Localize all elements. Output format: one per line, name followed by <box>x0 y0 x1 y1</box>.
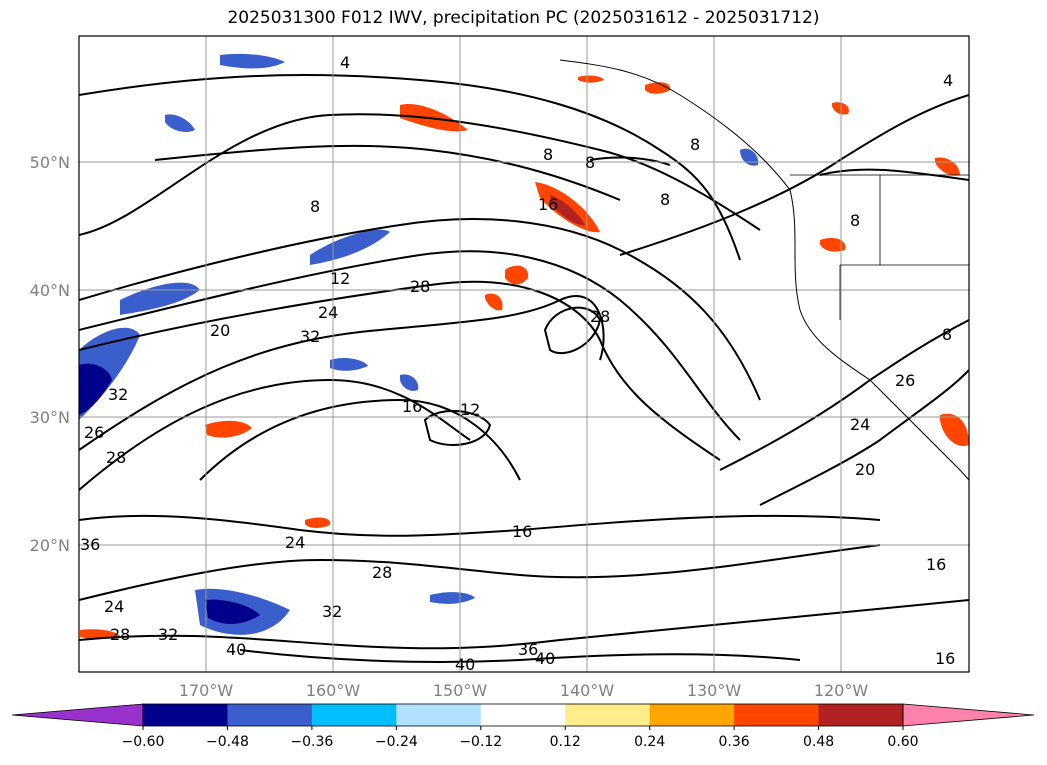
colorbar-tick-label: −0.60 <box>122 734 165 750</box>
colorbar-outline <box>142 703 904 727</box>
contour-label: 16 <box>926 555 946 574</box>
colorbar-tick-label: 0.12 <box>550 734 581 750</box>
contour-label: 28 <box>372 563 392 582</box>
colorbar-tick-label: −0.48 <box>206 734 249 750</box>
lat-label-40n: 40°N <box>30 281 70 300</box>
colorbar-segment <box>311 704 397 726</box>
contour-label: 16 <box>402 397 422 416</box>
colorbar-tick-label: 0.60 <box>887 734 918 750</box>
latitude-labels: 50°N 40°N 30°N 20°N <box>30 153 70 555</box>
colorbar-segments <box>11 703 1035 727</box>
contour-label: 28 <box>110 625 130 644</box>
colorbar-segment <box>143 704 228 726</box>
contour-label: 16 <box>512 522 532 541</box>
contour-label: 40 <box>535 649 555 668</box>
contour-label: 26 <box>895 371 915 390</box>
colorbar-tick-label: −0.36 <box>290 734 333 750</box>
colorbar-tick-label: −0.12 <box>459 734 502 750</box>
contour-label: 4 <box>340 53 350 72</box>
lat-label-30n: 30°N <box>30 408 70 427</box>
colorbar-extend-high <box>902 703 1035 727</box>
lon-label-120w: 120°W <box>814 681 869 700</box>
colorbar-tick-label: 0.24 <box>634 734 665 750</box>
contour-label: 16 <box>538 195 558 214</box>
contour-label: 28 <box>410 277 430 296</box>
colorbar-ticks: −0.60 −0.48 −0.36 −0.24 −0.12 0.12 0.24 0.36 0.4… <box>122 726 919 750</box>
precip-blue-areas <box>79 53 759 635</box>
colorbar-segment <box>227 704 313 726</box>
map-frame <box>78 35 970 673</box>
colorbar-segment <box>565 704 651 726</box>
contour-label: 8 <box>585 153 595 172</box>
coastline <box>559 59 969 481</box>
contour-label: 36 <box>518 640 538 659</box>
contour-label: 12 <box>460 400 480 419</box>
graticule <box>79 36 969 672</box>
colorbar-tick-label: −0.24 <box>375 734 418 750</box>
contour-label: 8 <box>850 211 860 230</box>
figure-title: 2025031300 F012 IWV, precipitation PC (2… <box>227 8 820 28</box>
colorbar: −0.60 −0.48 −0.36 −0.24 −0.12 0.12 0.24 0.36 0.4… <box>11 703 1035 750</box>
lon-label-170w: 170°W <box>179 681 234 700</box>
contour-label: 24 <box>285 533 305 552</box>
contour-label: 32 <box>322 602 342 621</box>
contour-label: 8 <box>660 190 670 209</box>
lat-label-50n: 50°N <box>30 153 70 172</box>
contour-label: 12 <box>330 269 350 288</box>
state-borders <box>790 174 969 320</box>
map-content: 4 4 8 8 8 8 8 16 12 28 24 20 32 28 16 12… <box>79 36 969 674</box>
contour-label: 4 <box>943 71 953 90</box>
contour-label: 20 <box>210 321 230 340</box>
contour-label: 8 <box>690 135 700 154</box>
colorbar-tick-label: 0.36 <box>719 734 750 750</box>
lat-label-20n: 20°N <box>30 536 70 555</box>
contour-label: 8 <box>543 145 553 164</box>
lon-label-150w: 150°W <box>433 681 488 700</box>
colorbar-tick-label: 0.48 <box>803 734 834 750</box>
longitude-labels: 170°W 160°W 150°W 140°W 130°W 120°W <box>179 681 869 700</box>
contour-label: 16 <box>935 649 955 668</box>
contour-label: 40 <box>226 640 246 659</box>
iwv-contours <box>79 74 969 663</box>
colorbar-extend-low <box>11 703 144 727</box>
contour-label: 26 <box>84 423 104 442</box>
contour-label: 24 <box>104 597 124 616</box>
colorbar-segment <box>818 704 904 726</box>
contour-label: 24 <box>318 303 338 322</box>
map-background <box>79 36 969 672</box>
contour-label: 32 <box>300 327 320 346</box>
contour-label: 28 <box>106 448 126 467</box>
colorbar-segment <box>649 704 735 726</box>
colorbar-segment <box>480 704 566 726</box>
lon-label-130w: 130°W <box>687 681 742 700</box>
contour-label: 8 <box>310 197 320 216</box>
contour-label: 28 <box>590 307 610 326</box>
contour-labels: 4 4 8 8 8 8 8 16 12 28 24 20 32 28 16 12… <box>80 53 955 674</box>
contour-label: 32 <box>108 385 128 404</box>
colorbar-segment <box>734 704 820 726</box>
contour-label: 8 <box>942 325 952 344</box>
contour-label: 24 <box>850 415 870 434</box>
contour-label: 36 <box>80 535 100 554</box>
contour-label: 40 <box>455 655 475 674</box>
contour-label: 20 <box>855 460 875 479</box>
contour-label: 32 <box>158 625 178 644</box>
precip-red-areas <box>80 75 969 640</box>
lon-label-160w: 160°W <box>306 681 361 700</box>
colorbar-segment <box>396 704 482 726</box>
lon-label-140w: 140°W <box>560 681 615 700</box>
